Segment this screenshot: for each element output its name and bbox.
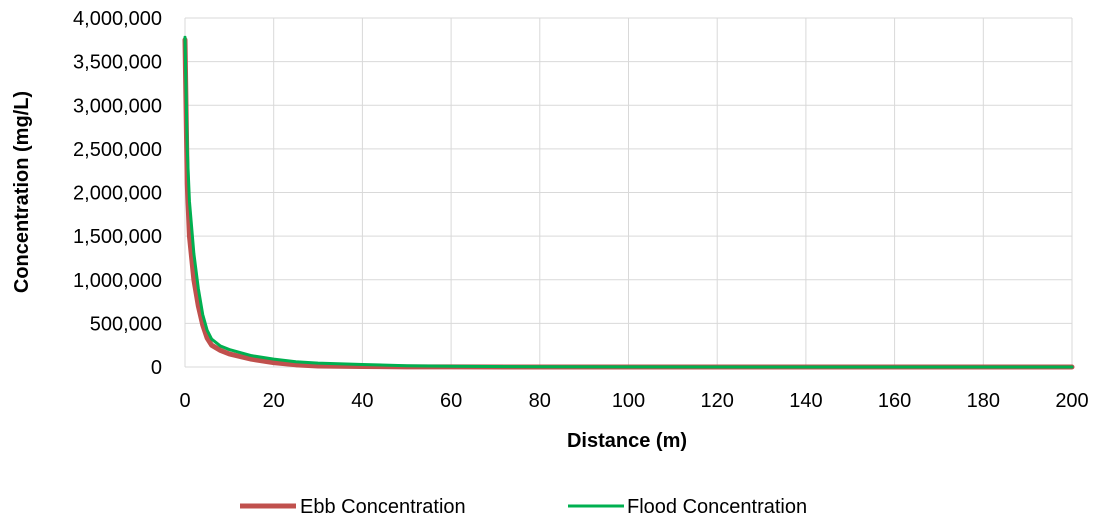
y-tick-label: 2,500,000 [73,139,162,161]
y-tick-label: 1,500,000 [73,226,162,248]
y-tick-label: 3,500,000 [73,52,162,74]
x-tick-label: 200 [1055,390,1088,412]
series-line-flood [183,35,1074,369]
x-tick-label: 120 [701,390,734,412]
x-tick-label: 100 [612,390,645,412]
legend-label-ebb: Ebb Concentration [300,496,466,518]
y-tick-label: 0 [151,357,162,379]
legend: Ebb Concentration Flood Concentration [240,496,807,518]
x-tick-label: 40 [351,390,373,412]
gridlines [184,17,1073,368]
x-tick-label: 160 [878,390,911,412]
x-tick-label: 0 [179,390,190,412]
x-tick-label: 140 [789,390,822,412]
y-tick-label: 1,000,000 [73,270,162,292]
x-tick-label: 20 [263,390,285,412]
y-axis-title: Concentration (mg/L) [11,91,33,293]
x-axis-title: Distance (m) [567,430,687,452]
series-lines [182,35,1075,370]
y-tick-label: 3,000,000 [73,95,162,117]
x-tick-label: 180 [967,390,1000,412]
legend-label-flood: Flood Concentration [627,496,807,518]
y-tick-label: 500,000 [90,313,162,335]
tick-labels: 0 500,000 1,000,000 1,500,000 2,000,000 2,500… [73,8,1089,412]
x-tick-label: 60 [440,390,462,412]
y-tick-label: 4,000,000 [73,8,162,30]
y-tick-label: 2,000,000 [73,183,162,205]
x-tick-label: 80 [529,390,551,412]
